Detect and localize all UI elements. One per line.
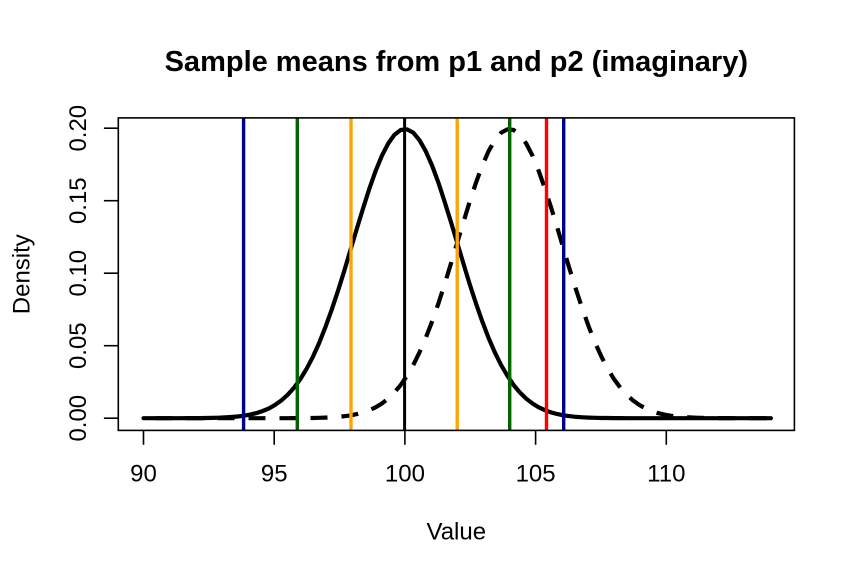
svg-text:110: 110 bbox=[647, 461, 685, 488]
svg-text:0.05: 0.05 bbox=[65, 322, 92, 369]
svg-text:100: 100 bbox=[385, 461, 425, 488]
svg-text:0.15: 0.15 bbox=[65, 177, 92, 224]
svg-text:0.20: 0.20 bbox=[65, 105, 92, 152]
svg-text:90: 90 bbox=[130, 461, 157, 488]
svg-text:0.00: 0.00 bbox=[65, 395, 92, 442]
svg-text:105: 105 bbox=[516, 461, 556, 488]
svg-text:95: 95 bbox=[261, 461, 288, 488]
svg-text:Sample means from p1 and p2 (i: Sample means from p1 and p2 (imaginary) bbox=[165, 46, 748, 78]
svg-text:Density: Density bbox=[8, 234, 35, 314]
svg-text:0.10: 0.10 bbox=[65, 250, 92, 297]
svg-text:Value: Value bbox=[426, 519, 486, 546]
